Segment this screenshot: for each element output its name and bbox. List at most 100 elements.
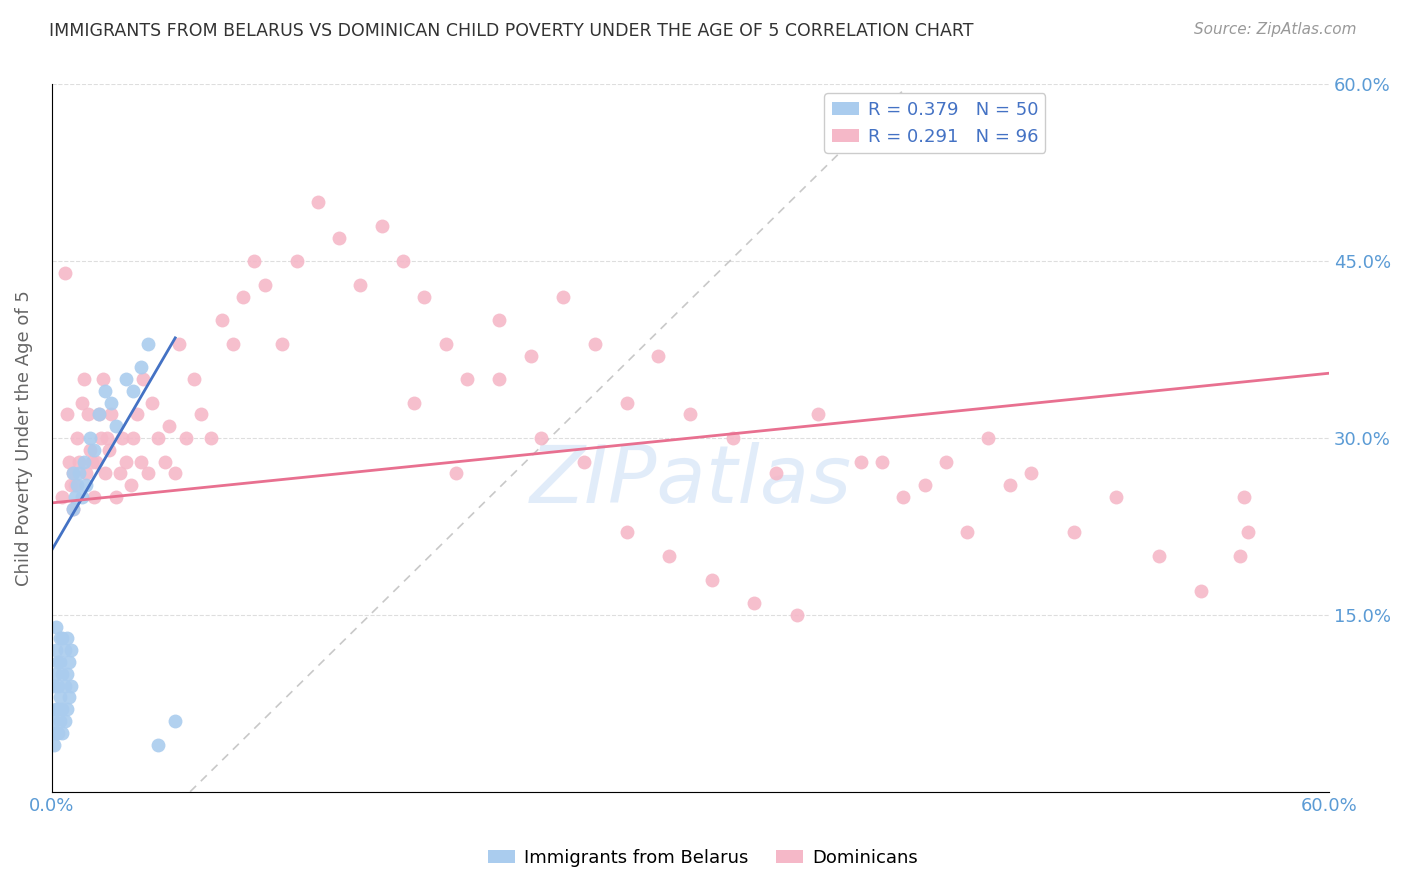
Point — [45, 702, 67, 716]
Point — [700, 573, 723, 587]
Point — [96, 431, 118, 445]
Point — [125, 408, 148, 422]
Point — [413, 290, 436, 304]
Point — [243, 254, 266, 268]
Point — [129, 360, 152, 375]
Point — [111, 431, 134, 445]
Point — [165, 714, 187, 728]
Point — [62, 501, 84, 516]
Point — [200, 431, 222, 445]
Point — [87, 408, 110, 422]
Point — [94, 467, 117, 481]
Point — [444, 467, 467, 481]
Point — [211, 313, 233, 327]
Point — [59, 679, 82, 693]
Point — [370, 219, 392, 233]
Point — [1063, 525, 1085, 540]
Point — [100, 408, 122, 422]
Point — [51, 725, 73, 739]
Point — [253, 277, 276, 292]
Point — [42, 738, 65, 752]
Point — [100, 395, 122, 409]
Point — [104, 419, 127, 434]
Point — [1189, 584, 1212, 599]
Point — [58, 455, 80, 469]
Point — [132, 372, 155, 386]
Point — [519, 349, 541, 363]
Point — [58, 655, 80, 669]
Point — [87, 408, 110, 422]
Point — [328, 230, 350, 244]
Point — [53, 679, 76, 693]
Point — [70, 490, 93, 504]
Point — [583, 336, 606, 351]
Point — [616, 395, 638, 409]
Point — [572, 455, 595, 469]
Point — [55, 702, 77, 716]
Point — [86, 455, 108, 469]
Point — [75, 467, 97, 481]
Point — [434, 336, 457, 351]
Text: Source: ZipAtlas.com: Source: ZipAtlas.com — [1194, 22, 1357, 37]
Point — [849, 455, 872, 469]
Point — [232, 290, 254, 304]
Point — [67, 467, 90, 481]
Point — [956, 525, 979, 540]
Point — [82, 455, 104, 469]
Point — [679, 408, 702, 422]
Point — [90, 431, 112, 445]
Point — [120, 478, 142, 492]
Point — [45, 666, 67, 681]
Point — [891, 490, 914, 504]
Point — [174, 431, 197, 445]
Point — [658, 549, 681, 563]
Point — [285, 254, 308, 268]
Point — [59, 643, 82, 657]
Point — [49, 655, 72, 669]
Point — [129, 455, 152, 469]
Point — [79, 442, 101, 457]
Point — [136, 336, 159, 351]
Point — [148, 431, 170, 445]
Point — [70, 395, 93, 409]
Point — [45, 643, 67, 657]
Point — [222, 336, 245, 351]
Point — [765, 467, 787, 481]
Point — [153, 455, 176, 469]
Point — [742, 596, 765, 610]
Point — [488, 313, 510, 327]
Point — [83, 442, 105, 457]
Y-axis label: Child Poverty Under the Age of 5: Child Poverty Under the Age of 5 — [15, 290, 32, 586]
Point — [75, 478, 97, 492]
Point — [392, 254, 415, 268]
Point — [46, 725, 69, 739]
Point — [51, 490, 73, 504]
Point — [63, 490, 86, 504]
Point — [66, 431, 89, 445]
Point — [104, 490, 127, 504]
Point — [141, 395, 163, 409]
Point — [115, 455, 138, 469]
Point — [157, 419, 180, 434]
Point — [998, 478, 1021, 492]
Point — [45, 620, 67, 634]
Point — [45, 725, 67, 739]
Point — [165, 467, 187, 481]
Legend: Immigrants from Belarus, Dominicans: Immigrants from Belarus, Dominicans — [481, 842, 925, 874]
Point — [647, 349, 669, 363]
Point — [121, 431, 143, 445]
Point — [62, 467, 84, 481]
Point — [53, 714, 76, 728]
Point — [115, 372, 138, 386]
Point — [786, 607, 808, 622]
Point — [46, 655, 69, 669]
Point — [53, 266, 76, 280]
Point — [148, 738, 170, 752]
Point — [914, 478, 936, 492]
Point — [98, 442, 121, 457]
Point — [46, 702, 69, 716]
Point — [73, 455, 96, 469]
Point — [83, 490, 105, 504]
Point — [977, 431, 1000, 445]
Point — [1237, 525, 1260, 540]
